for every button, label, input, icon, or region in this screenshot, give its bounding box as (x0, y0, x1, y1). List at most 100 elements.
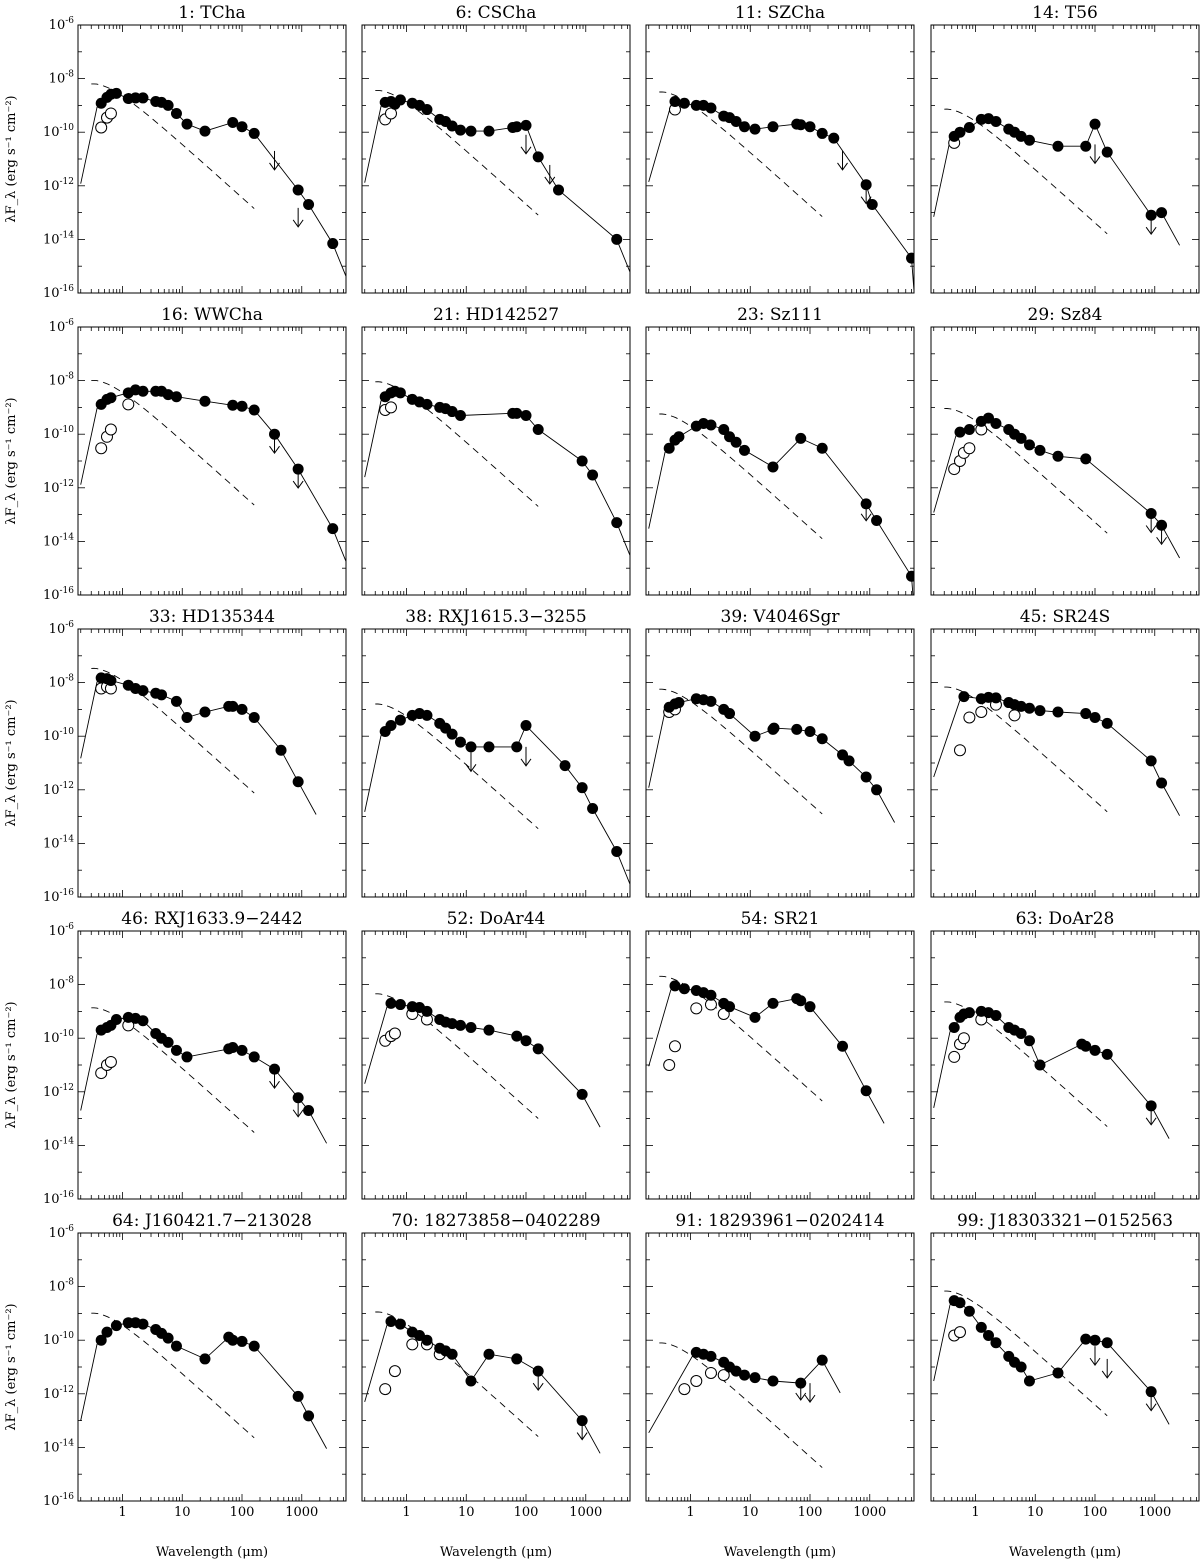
plot-frame (930, 24, 1200, 294)
photometry-point (275, 744, 287, 756)
y-axis-label: λF_λ (erg s⁻¹ cm⁻²) (4, 1001, 19, 1128)
upper-limit-arrowhead (544, 176, 556, 185)
y-tick-label: 10-10 (43, 1029, 74, 1046)
model-sed-line (933, 1010, 1170, 1139)
plot-frame (645, 930, 915, 1200)
photometry-point (446, 1018, 458, 1030)
upper-limit-arrowhead (1089, 156, 1101, 165)
y-tick-label: 10-14 (43, 1438, 74, 1455)
sed-panel-23: 23: Sz111 (645, 305, 915, 596)
photometry-point (724, 708, 736, 720)
photosphere-line (659, 688, 823, 815)
uncorrected-photometry-point (953, 1326, 966, 1339)
photometry-point (170, 1340, 182, 1352)
photometry-point (1089, 118, 1101, 130)
photometry-point (1080, 1040, 1092, 1052)
plot-frame (645, 628, 915, 898)
model-sed-line (80, 389, 346, 562)
sed-panel-64: 64: J160421.7−213028 1 10 100 1000 10-6 10-8 10… (43, 1211, 347, 1520)
photometry-point (1145, 755, 1157, 767)
photometry-point (520, 119, 532, 131)
photometry-point (446, 406, 458, 418)
photometry-point (837, 1040, 849, 1052)
y-tick-label: 10-16 (43, 888, 74, 905)
upper-limit-arrowhead (860, 513, 872, 522)
y-tick-label: 10-12 (43, 1385, 74, 1402)
upper-limit-arrowhead (520, 758, 532, 767)
uncorrected-photometry-point (379, 1383, 392, 1396)
photometry-point (795, 995, 807, 1007)
y-tick-label: 10-8 (49, 70, 75, 87)
x-tick-label: 1000 (569, 1505, 602, 1520)
photometry-point (587, 803, 599, 815)
photometry-point (669, 980, 681, 992)
photometry-point (137, 1318, 149, 1330)
photometry-point (1052, 706, 1064, 718)
photometry-point (730, 436, 742, 448)
photometry-point (963, 1305, 975, 1317)
uncorrected-photometry-point (104, 423, 117, 436)
photometry-point (446, 120, 458, 132)
uncorrected-photometry-point (388, 1027, 401, 1040)
photosphere-line (659, 91, 823, 217)
sed-panel-6: 6: CSCha (361, 3, 631, 294)
photometry-point (162, 1036, 174, 1048)
photosphere-line (944, 1001, 1108, 1127)
sed-panel-91: 91: 18293961−0202414 1 10 100 1000 (645, 1211, 915, 1520)
y-tick-label: 10-10 (43, 1331, 74, 1348)
photometry-point (532, 423, 544, 435)
uncorrected-photometry-point (963, 711, 976, 724)
upper-limit-arrowhead (860, 196, 872, 205)
photometry-point (791, 723, 803, 735)
photometry-point (816, 442, 828, 454)
photometry-point (990, 692, 1002, 704)
photometry-point (963, 423, 975, 435)
photometry-point (511, 1353, 523, 1365)
photometry-point (963, 1007, 975, 1019)
upper-limit-arrowhead (795, 1392, 807, 1401)
panel-title: 21: HD142527 (433, 305, 559, 325)
upper-limit-arrowhead (1145, 1117, 1157, 1126)
plot-frame (77, 24, 347, 294)
photometry-point (248, 404, 260, 416)
y-tick-label: 10-12 (43, 781, 74, 798)
panel-title: 54: SR21 (741, 909, 820, 929)
photometry-point (1101, 717, 1113, 729)
photometry-point (1034, 444, 1046, 456)
plot-frame (645, 326, 915, 596)
photometry-point (162, 389, 174, 401)
uncorrected-photometry-point (406, 1338, 419, 1351)
uncorrected-photometry-point (388, 1365, 401, 1378)
photometry-point (669, 95, 681, 107)
photometry-point (236, 1044, 248, 1056)
photometry-point (465, 1375, 477, 1387)
photometry-point (465, 1022, 477, 1034)
photometry-point (248, 711, 260, 723)
panel-title: 63: DoAr28 (1016, 909, 1115, 929)
photosphere-line (944, 108, 1108, 235)
photosphere-line (375, 703, 539, 830)
photometry-point (227, 1041, 239, 1053)
plot-frame (930, 930, 1200, 1200)
upper-limit-arrowhead (1145, 525, 1157, 534)
photosphere-line (944, 1290, 1108, 1417)
photosphere-line (375, 381, 539, 507)
photometry-point (199, 125, 211, 137)
y-tick-label: 10-6 (49, 318, 75, 335)
panel-title: 70: 18273858−0402289 (391, 1211, 600, 1231)
photosphere-line (91, 667, 255, 794)
photometry-point (1023, 439, 1035, 451)
photometry-point (1023, 702, 1035, 714)
y-tick-label: 10-16 (43, 586, 74, 603)
photometry-point (483, 125, 495, 137)
y-tick-label: 10-12 (43, 479, 74, 496)
photometry-point (454, 124, 466, 136)
upper-limit-arrowhead (292, 480, 304, 489)
panel-title: 23: Sz111 (737, 305, 823, 325)
photometry-point (532, 1043, 544, 1055)
y-tick-label: 10-14 (43, 230, 74, 247)
photometry-point (446, 728, 458, 740)
photometry-point (559, 760, 571, 772)
photometry-point (532, 151, 544, 163)
photometry-point (990, 116, 1002, 128)
